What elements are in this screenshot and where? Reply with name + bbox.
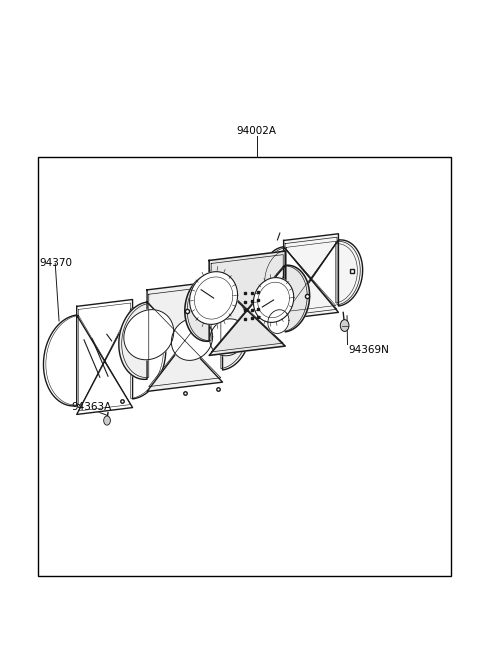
- Polygon shape: [185, 251, 310, 356]
- Polygon shape: [124, 310, 174, 360]
- Polygon shape: [260, 234, 362, 319]
- Polygon shape: [44, 299, 166, 415]
- Polygon shape: [171, 318, 213, 360]
- Polygon shape: [119, 280, 251, 392]
- Circle shape: [340, 320, 349, 331]
- Polygon shape: [190, 272, 238, 324]
- Polygon shape: [210, 319, 246, 356]
- Text: 94363A: 94363A: [71, 402, 111, 413]
- Polygon shape: [268, 310, 289, 333]
- Text: 94370: 94370: [39, 258, 72, 269]
- Text: 94002A: 94002A: [237, 126, 277, 136]
- Circle shape: [104, 416, 110, 425]
- Text: 94369N: 94369N: [348, 345, 389, 354]
- Bar: [38, 157, 451, 576]
- Polygon shape: [253, 278, 294, 322]
